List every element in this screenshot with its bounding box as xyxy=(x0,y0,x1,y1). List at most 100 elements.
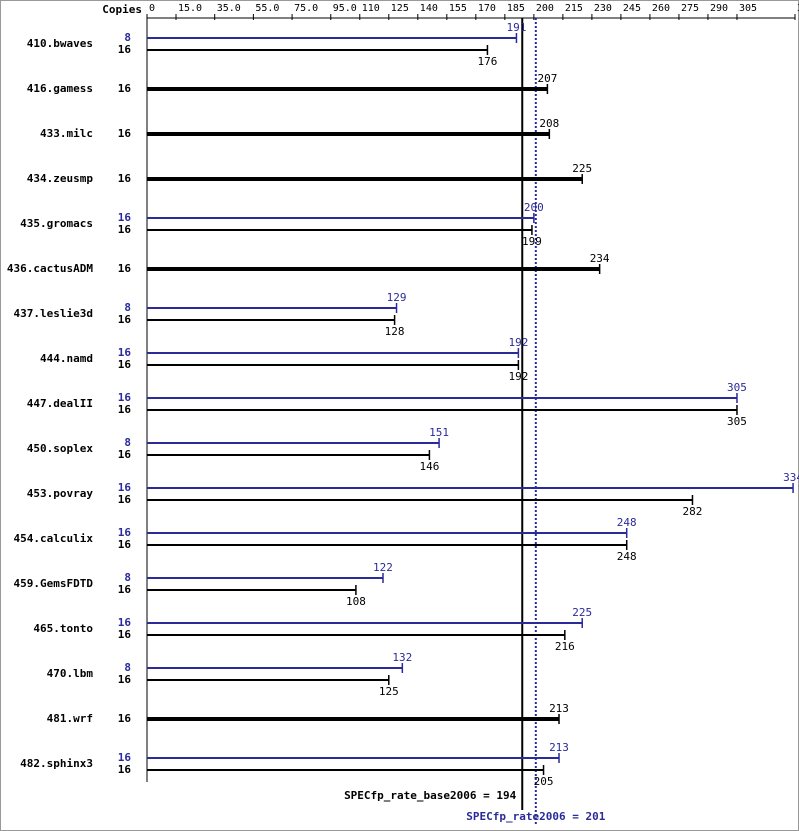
value-label: 234 xyxy=(590,252,610,265)
copies-label: 16 xyxy=(118,628,132,641)
benchmark-name: 453.povray xyxy=(27,487,94,500)
benchmark-name: 444.namd xyxy=(40,352,93,365)
value-label: 176 xyxy=(478,55,498,68)
value-label: 200 xyxy=(524,201,544,214)
x-tick-label: 35.0 xyxy=(217,3,241,14)
benchmark-name: 416.gamess xyxy=(27,82,93,95)
copies-label: 16 xyxy=(118,82,132,95)
copies-label: 16 xyxy=(118,211,132,224)
copies-label: 8 xyxy=(124,661,131,674)
copies-label: 16 xyxy=(118,346,132,359)
value-label: 208 xyxy=(539,117,559,130)
copies-label: 16 xyxy=(118,172,132,185)
benchmark-name: 450.soplex xyxy=(27,442,94,455)
copies-label: 16 xyxy=(118,538,132,551)
value-label: 125 xyxy=(379,685,399,698)
benchmark-name: 481.wrf xyxy=(47,712,93,725)
copies-label: 16 xyxy=(118,358,132,371)
benchmark-name: 465.tonto xyxy=(33,622,93,635)
value-label: 146 xyxy=(419,460,439,473)
x-tick-label: 215 xyxy=(565,3,583,14)
value-label: 225 xyxy=(572,162,592,175)
copies-label: 16 xyxy=(118,313,132,326)
benchmark-name: 433.milc xyxy=(40,127,93,140)
value-label: 213 xyxy=(549,702,569,715)
x-tick-label: 55.0 xyxy=(255,3,279,14)
copies-label: 8 xyxy=(124,571,131,584)
benchmark-name: 459.GemsFDTD xyxy=(14,577,94,590)
x-tick-label: 125 xyxy=(391,3,409,14)
copies-label: 16 xyxy=(118,583,132,596)
copies-label: 16 xyxy=(118,403,132,416)
x-tick-label: 305 xyxy=(739,3,757,14)
peak-line-label: SPECfp_rate2006 = 201 xyxy=(466,810,605,823)
x-tick-label: 155 xyxy=(449,3,467,14)
copies-label: 8 xyxy=(124,301,131,314)
copies-label: 16 xyxy=(118,712,132,725)
x-tick-label: 110 xyxy=(362,3,380,14)
value-label: 225 xyxy=(572,606,592,619)
value-label: 122 xyxy=(373,561,393,574)
value-label: 205 xyxy=(534,775,554,788)
x-tick-label: 260 xyxy=(652,3,670,14)
value-label: 128 xyxy=(385,325,405,338)
copies-label: 16 xyxy=(118,43,132,56)
x-tick-label: 200 xyxy=(536,3,554,14)
value-label: 248 xyxy=(617,550,637,563)
copies-label: 16 xyxy=(118,616,132,629)
copies-label: 16 xyxy=(118,127,132,140)
value-label: 132 xyxy=(392,651,412,664)
x-tick-label: 275 xyxy=(681,3,699,14)
copies-label: 16 xyxy=(118,673,132,686)
benchmark-name: 410.bwaves xyxy=(27,37,93,50)
value-label: 108 xyxy=(346,595,366,608)
value-label: 213 xyxy=(549,741,569,754)
value-label: 334 xyxy=(783,471,799,484)
benchmark-name: 447.dealII xyxy=(27,397,93,410)
x-tick-label: 15.0 xyxy=(178,3,202,14)
benchmark-name: 470.lbm xyxy=(47,667,94,680)
copies-label: 8 xyxy=(124,31,131,44)
base-line-label: SPECfp_rate_base2006 = 194 xyxy=(344,789,517,802)
x-tick-label: 335 xyxy=(797,3,799,14)
x-tick-label: 75.0 xyxy=(294,3,318,14)
benchmark-name: 482.sphinx3 xyxy=(20,757,93,770)
x-tick-label: 290 xyxy=(710,3,728,14)
x-tick-label: 0 xyxy=(149,3,155,14)
value-label: 305 xyxy=(727,381,747,394)
benchmark-name: 454.calculix xyxy=(14,532,94,545)
axis-title: Copies xyxy=(102,3,142,16)
value-label: 192 xyxy=(508,370,528,383)
copies-label: 16 xyxy=(118,526,132,539)
value-label: 305 xyxy=(727,415,747,428)
value-label: 199 xyxy=(522,235,542,248)
x-tick-label: 140 xyxy=(420,3,438,14)
copies-label: 16 xyxy=(118,391,132,404)
benchmark-name: 437.leslie3d xyxy=(14,307,93,320)
copies-label: 16 xyxy=(118,481,132,494)
benchmark-name: 436.cactusADM xyxy=(7,262,93,275)
value-label: 207 xyxy=(537,72,557,85)
x-tick-label: 245 xyxy=(623,3,641,14)
value-label: 151 xyxy=(429,426,449,439)
x-tick-label: 170 xyxy=(478,3,496,14)
value-label: 248 xyxy=(617,516,637,529)
copies-label: 16 xyxy=(118,262,132,275)
value-label: 216 xyxy=(555,640,575,653)
value-label: 282 xyxy=(683,505,703,518)
x-tick-label: 95.0 xyxy=(333,3,357,14)
copies-label: 16 xyxy=(118,223,132,236)
copies-label: 16 xyxy=(118,763,132,776)
x-tick-label: 185 xyxy=(507,3,525,14)
benchmark-name: 435.gromacs xyxy=(20,217,93,230)
value-label: 192 xyxy=(508,336,528,349)
copies-label: 8 xyxy=(124,436,131,449)
copies-label: 16 xyxy=(118,493,132,506)
copies-label: 16 xyxy=(118,448,132,461)
benchmark-name: 434.zeusmp xyxy=(27,172,94,185)
value-label: 191 xyxy=(507,21,527,34)
x-tick-label: 230 xyxy=(594,3,612,14)
copies-label: 16 xyxy=(118,751,132,764)
